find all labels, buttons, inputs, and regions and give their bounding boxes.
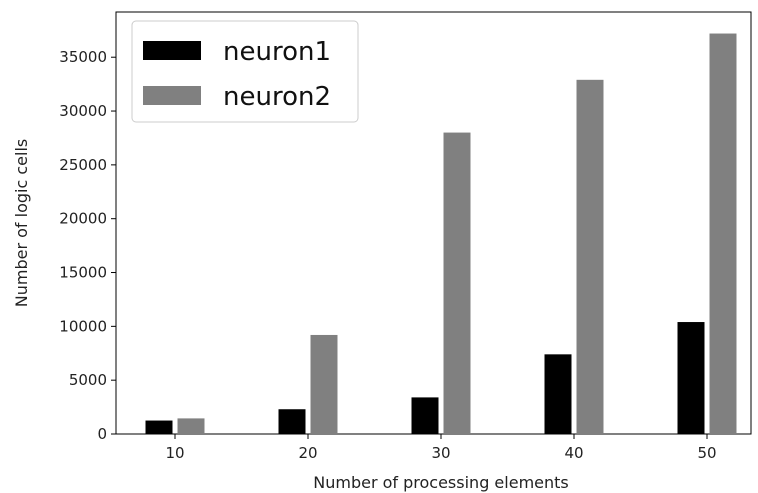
x-axis-label: Number of processing elements <box>313 473 569 492</box>
y-tick-label: 20000 <box>59 210 107 228</box>
y-tick-label: 5000 <box>69 371 107 389</box>
bar-neuron2-20 <box>310 334 338 434</box>
y-tick-label: 25000 <box>59 156 107 174</box>
y-tick-label: 15000 <box>59 264 107 282</box>
x-tick-label: 50 <box>697 444 716 462</box>
x-tick-label: 20 <box>298 444 317 462</box>
y-tick-label: 35000 <box>59 48 107 66</box>
bar-neuron1-40 <box>544 354 572 434</box>
y-tick-label: 10000 <box>59 317 107 335</box>
legend-swatch-neuron1 <box>143 41 201 60</box>
y-tick-label: 30000 <box>59 102 107 120</box>
y-tick-label: 0 <box>97 425 107 443</box>
x-axis-ticks: 10 20 30 40 50 <box>165 434 717 462</box>
bar-neuron2-30 <box>443 132 471 435</box>
bar-neuron2-50 <box>709 33 737 435</box>
bar-neuron1-30 <box>411 397 439 434</box>
y-axis-label: Number of logic cells <box>12 139 31 307</box>
bar-neuron1-50 <box>677 322 705 434</box>
x-tick-label: 30 <box>431 444 450 462</box>
x-tick-label: 10 <box>165 444 184 462</box>
bar-neuron1-10 <box>145 420 173 434</box>
bar-neuron2-40 <box>576 79 604 435</box>
y-axis-ticks: 0 5000 10000 15000 20000 25000 30000 35000 <box>59 48 116 443</box>
legend-label-neuron1: neuron1 <box>223 37 331 67</box>
bar-neuron1-20 <box>278 409 306 434</box>
legend-label-neuron2: neuron2 <box>223 82 331 112</box>
x-tick-label: 40 <box>564 444 583 462</box>
bars-group <box>145 33 737 435</box>
legend: neuron1 neuron2 <box>131 20 359 123</box>
legend-swatch-neuron2 <box>143 86 201 105</box>
bar-neuron2-10 <box>177 418 205 434</box>
